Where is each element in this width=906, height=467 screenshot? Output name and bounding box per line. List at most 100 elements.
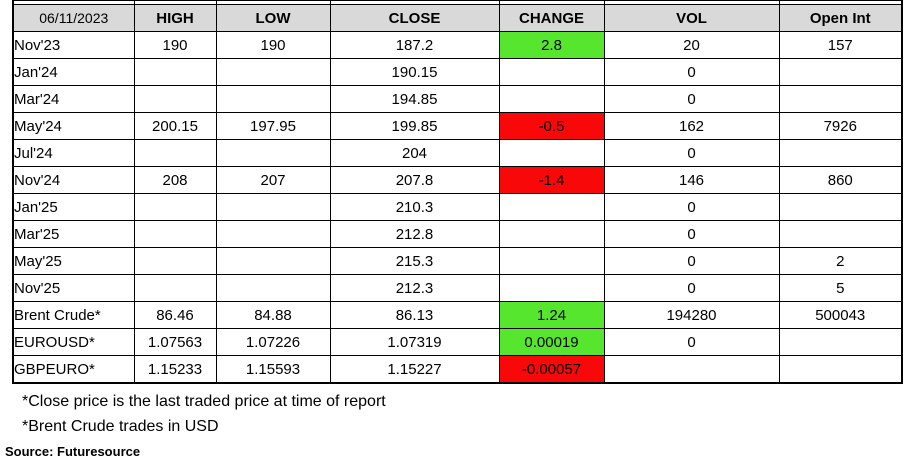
table-row: Mar'24 194.85 0 bbox=[12, 85, 903, 113]
table-row: Nov'24 208 207 207.8 -1.4 146 860 bbox=[12, 166, 903, 194]
low-cell bbox=[215, 85, 331, 113]
low-cell: 84.88 bbox=[215, 301, 331, 329]
low-cell bbox=[215, 193, 331, 221]
change-cell: 1.24 bbox=[498, 301, 605, 329]
low-cell bbox=[215, 139, 331, 167]
change-cell: -0.00057 bbox=[498, 355, 605, 384]
high-cell bbox=[133, 247, 217, 275]
open-int-cell: 5 bbox=[778, 274, 903, 302]
contract-label-cell: EUROUSD* bbox=[12, 328, 135, 356]
close-cell: 212.8 bbox=[329, 220, 500, 248]
contract-label-cell: Nov'25 bbox=[12, 274, 135, 302]
footnote-brent-usd: *Brent Crude trades in USD bbox=[22, 418, 219, 435]
close-cell: 215.3 bbox=[329, 247, 500, 275]
table-row: Mar'25 212.8 0 bbox=[12, 220, 903, 248]
change-cell: 0.00019 bbox=[498, 328, 605, 356]
low-cell bbox=[215, 274, 331, 302]
high-cell: 86.46 bbox=[133, 301, 217, 329]
close-cell: 199.85 bbox=[329, 112, 500, 140]
contract-label-cell: GBPEURO* bbox=[12, 355, 135, 384]
table-row: Nov'23 190 190 187.2 2.8 20 157 bbox=[12, 31, 903, 59]
footnote-close-price: *Close price is the last traded price at… bbox=[22, 393, 386, 410]
low-cell: 197.95 bbox=[215, 112, 331, 140]
open-int-cell bbox=[778, 328, 903, 356]
footnotes-block: *Close price is the last traded price at… bbox=[0, 389, 906, 439]
table-row: GBPEURO* 1.15233 1.15593 1.15227 -0.00057 bbox=[12, 355, 903, 384]
contract-label-cell: May'24 bbox=[12, 112, 135, 140]
open-int-cell bbox=[778, 193, 903, 221]
vol-cell: 194280 bbox=[603, 301, 780, 329]
close-cell: 194.85 bbox=[329, 85, 500, 113]
contract-label-cell: Jan'25 bbox=[12, 193, 135, 221]
futures-price-table: 06/11/2023 HIGH LOW CLOSE CHANGE VOL Ope… bbox=[12, 0, 903, 384]
column-header-low: LOW bbox=[215, 4, 331, 32]
source-credit: Source: Futuresource bbox=[5, 444, 141, 459]
vol-cell: 0 bbox=[603, 247, 780, 275]
change-cell bbox=[498, 274, 605, 302]
vol-cell: 0 bbox=[603, 328, 780, 356]
close-cell: 204 bbox=[329, 139, 500, 167]
high-cell bbox=[133, 193, 217, 221]
change-cell bbox=[498, 247, 605, 275]
close-cell: 207.8 bbox=[329, 166, 500, 194]
low-cell bbox=[215, 220, 331, 248]
vol-cell: 0 bbox=[603, 220, 780, 248]
column-header-high: HIGH bbox=[133, 4, 217, 32]
column-header-openint: Open Int bbox=[778, 4, 903, 32]
open-int-cell: 500043 bbox=[778, 301, 903, 329]
open-int-cell bbox=[778, 139, 903, 167]
high-cell bbox=[133, 139, 217, 167]
close-cell: 1.07319 bbox=[329, 328, 500, 356]
vol-cell: 0 bbox=[603, 139, 780, 167]
high-cell: 200.15 bbox=[133, 112, 217, 140]
column-header-close: CLOSE bbox=[329, 4, 500, 32]
column-header-vol: VOL bbox=[603, 4, 780, 32]
close-cell: 1.15227 bbox=[329, 355, 500, 384]
low-cell bbox=[215, 247, 331, 275]
change-cell: -1.4 bbox=[498, 166, 605, 194]
vol-cell: 0 bbox=[603, 85, 780, 113]
contract-label-cell: Mar'24 bbox=[12, 85, 135, 113]
low-cell: 190 bbox=[215, 31, 331, 59]
open-int-cell: 157 bbox=[778, 31, 903, 59]
vol-cell: 20 bbox=[603, 31, 780, 59]
change-cell bbox=[498, 85, 605, 113]
contract-label-cell: Nov'23 bbox=[12, 31, 135, 59]
table-row: Jan'24 190.15 0 bbox=[12, 58, 903, 86]
change-cell bbox=[498, 139, 605, 167]
high-cell: 1.07563 bbox=[133, 328, 217, 356]
close-cell: 210.3 bbox=[329, 193, 500, 221]
vol-cell: 0 bbox=[603, 58, 780, 86]
table-row: Nov'25 212.3 0 5 bbox=[12, 274, 903, 302]
change-cell: -0.5 bbox=[498, 112, 605, 140]
close-cell: 187.2 bbox=[329, 31, 500, 59]
table-row: May'24 200.15 197.95 199.85 -0.5 162 7926 bbox=[12, 112, 903, 140]
close-cell: 86.13 bbox=[329, 301, 500, 329]
table-body: Nov'23 190 190 187.2 2.8 20 157 Jan'24 190.15 0 Ma… bbox=[12, 31, 903, 384]
vol-cell: 0 bbox=[603, 274, 780, 302]
change-cell: 2.8 bbox=[498, 31, 605, 59]
high-cell bbox=[133, 220, 217, 248]
table-row: Jul'24 204 0 bbox=[12, 139, 903, 167]
open-int-cell: 860 bbox=[778, 166, 903, 194]
contract-label-cell: Jan'24 bbox=[12, 58, 135, 86]
vol-cell: 162 bbox=[603, 112, 780, 140]
open-int-cell bbox=[778, 355, 903, 384]
contract-label-cell: May'25 bbox=[12, 247, 135, 275]
table-row: EUROUSD* 1.07563 1.07226 1.07319 0.00019 0 bbox=[12, 328, 903, 356]
high-cell bbox=[133, 85, 217, 113]
contract-label-cell: Jul'24 bbox=[12, 139, 135, 167]
open-int-cell: 7926 bbox=[778, 112, 903, 140]
high-cell: 208 bbox=[133, 166, 217, 194]
change-cell bbox=[498, 58, 605, 86]
open-int-cell bbox=[778, 220, 903, 248]
vol-cell: 146 bbox=[603, 166, 780, 194]
vol-cell: 0 bbox=[603, 193, 780, 221]
table-row: May'25 215.3 0 2 bbox=[12, 247, 903, 275]
contract-label-cell: Brent Crude* bbox=[12, 301, 135, 329]
vol-cell bbox=[603, 355, 780, 384]
high-cell: 1.15233 bbox=[133, 355, 217, 384]
open-int-cell: 2 bbox=[778, 247, 903, 275]
open-int-cell bbox=[778, 85, 903, 113]
contract-label-cell: Mar'25 bbox=[12, 220, 135, 248]
